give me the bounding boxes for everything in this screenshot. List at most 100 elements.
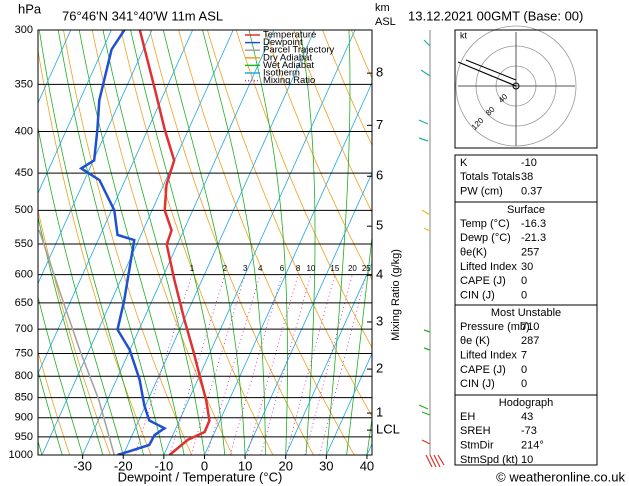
mixing-ratio-line (190, 274, 246, 455)
wet-adiabat (248, 30, 288, 455)
dry-adiabat (63, 30, 193, 455)
dry-adiabat (235, 30, 372, 349)
chart-title: 76°46'N 341°40'W 11m ASL (62, 8, 223, 23)
table-label: StmDir (460, 440, 494, 452)
table-label: Totals Totals (460, 171, 521, 183)
table-value: -16.3 (521, 218, 546, 230)
dry-adiabat (38, 208, 111, 455)
mixing-ratio-label: 3 (243, 264, 248, 273)
legend-label: Mixing Ratio (263, 75, 315, 86)
x-tick-label: 30 (319, 458, 333, 473)
legend-label: Parcel Trajectory (263, 45, 335, 56)
y-tick-label: 550 (15, 238, 33, 250)
overlay: -30 -20 -10 0 10 20 30 401 2 3 4 6 8 10 15 20 2530035040… (9, 24, 577, 473)
table-label: Lifted Index (460, 350, 517, 362)
y-tick-label: 750 (15, 347, 33, 359)
table-label: PW (cm) (460, 186, 503, 198)
km-tick-label: 4 (376, 267, 383, 282)
table-value: 0.37 (521, 186, 542, 198)
x-tick-label: -20 (114, 458, 133, 473)
mixing-ratio-label: 20 (348, 264, 357, 273)
dry-adiabat (574, 18, 629, 455)
table-label: StmSpd (kt) (460, 454, 518, 466)
y-tick-label: 950 (15, 431, 33, 443)
table-label: SREH (460, 425, 491, 437)
wet-adiabat (325, 30, 351, 455)
x-axis-title: Dewpoint / Temperature (°C) (118, 469, 283, 484)
table-label: Temp (°C) (460, 218, 510, 230)
km-tick-label: 1 (376, 405, 383, 420)
table-value: 0 (521, 378, 527, 390)
dry-adiabat (178, 30, 355, 455)
y-tick-label: 650 (15, 297, 33, 309)
y-tick-label: 300 (15, 24, 33, 36)
dry-adiabat (91, 30, 233, 455)
legend-label: Dry Adiabat (263, 52, 312, 63)
km-tick-label: LCL (376, 422, 400, 437)
legend-label: Temperature (263, 30, 316, 41)
profile-line (38, 229, 116, 455)
dry-adiabat (149, 30, 314, 455)
legend-label: Wet Adiabat (263, 60, 314, 71)
table-label: EH (460, 411, 475, 423)
table-label: θe(K) (460, 247, 487, 259)
dry-adiabat (293, 30, 372, 214)
isotherm (41, 30, 234, 455)
wet-adiabat (299, 30, 316, 455)
wet-adiabat (38, 369, 63, 455)
wet-adiabat (38, 30, 144, 455)
wet-adiabat (38, 295, 84, 455)
y-tick-label: 800 (15, 370, 33, 382)
wet-adiabat (38, 215, 104, 455)
mixing-ratio-label: 4 (258, 264, 263, 273)
mixing-ratio-line (229, 274, 283, 455)
table-value: 10 (521, 454, 533, 466)
wet-adiabat (102, 30, 205, 455)
hodograph-ring-label: 80 (484, 104, 497, 117)
table-title: Most Unstable (491, 307, 561, 319)
table-value: 710 (521, 321, 539, 333)
table-value: 0 (521, 275, 527, 287)
isotherm (38, 30, 112, 195)
isotherm-grid (163, 30, 356, 455)
table-title: Hodograph (499, 397, 553, 409)
date: 13.12.2021 00GMT (Base: 00) (408, 8, 583, 23)
km-unit: ASL (375, 16, 396, 28)
mixing-ratio-line (285, 274, 336, 455)
profile-line (138, 30, 211, 455)
y-tick-label: 1000 (9, 449, 33, 461)
y-tick-label: 450 (15, 167, 33, 179)
hodograph-unit: kt (460, 30, 468, 40)
km-tick-label: 3 (376, 313, 383, 328)
table-label: CAPE (J) (460, 275, 506, 287)
dry-adiabat (322, 30, 372, 146)
table-value: 7 (521, 350, 527, 362)
table-value: 214° (521, 440, 544, 452)
isotherm-grid (82, 30, 275, 455)
table-label: θe (K) (460, 335, 490, 347)
isotherm-grid (325, 352, 372, 455)
mixing-ratio-label: 1 (190, 264, 195, 273)
table-label: Dewp (°C) (460, 232, 511, 244)
table-label: K (460, 157, 468, 169)
table-label: CAPE (J) (460, 364, 506, 376)
isotherm-grid (122, 30, 315, 455)
table-value: 0 (521, 289, 527, 301)
hodograph-ring-label: 40 (497, 92, 510, 105)
table-value: 43 (521, 411, 533, 423)
dry-adiabat (120, 30, 274, 455)
legend-label: Isotherm (263, 68, 300, 79)
legend-label: Dewpoint (263, 37, 303, 48)
table-value: 30 (521, 261, 533, 273)
table-box (454, 394, 598, 466)
isotherm-grid (244, 171, 372, 455)
isotherm (38, 30, 193, 375)
mixing-ratio-label: 25 (362, 264, 371, 273)
wet-adiabat (57, 30, 165, 455)
wet-adiabat (162, 30, 246, 455)
dry-adiabat (546, 18, 629, 455)
x-tick-label: 10 (238, 458, 252, 473)
x-tick-label: 40 (360, 458, 374, 473)
